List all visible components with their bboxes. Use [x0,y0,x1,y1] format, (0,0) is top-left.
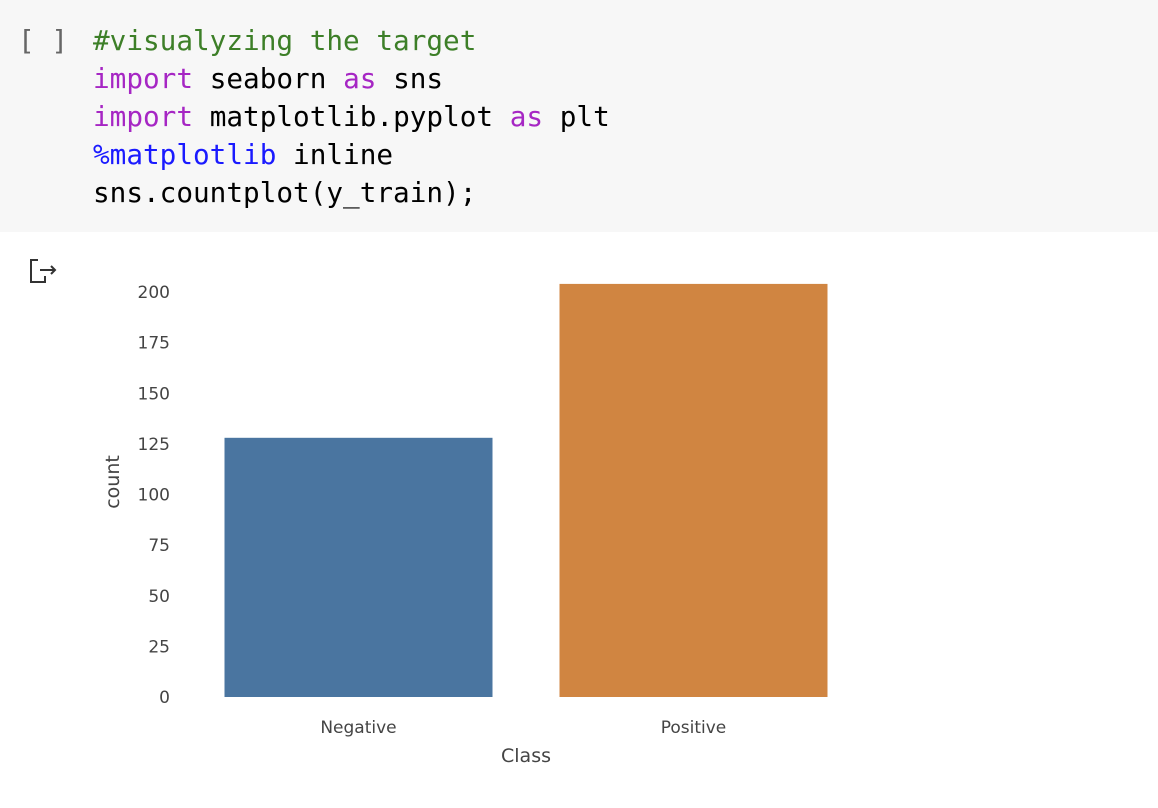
bar [559,283,828,697]
code-line: sns.countplot(y_train); [93,176,476,210]
y-tick-label: 75 [148,536,170,556]
keyword: as [343,62,376,95]
y-tick-label: 200 [138,283,170,303]
code: sns [376,62,443,95]
code: plt [543,100,610,133]
x-tick-label: Positive [661,718,727,738]
keyword: import [93,100,193,133]
code: seaborn [193,62,343,95]
bar [224,437,493,697]
x-axis-label: Class [501,745,551,767]
y-tick-label: 175 [138,334,170,354]
y-tick-label: 125 [138,435,170,455]
keyword: as [510,100,543,133]
y-tick-label: 0 [159,688,170,708]
code: matplotlib.pyplot [193,100,510,133]
run-button[interactable]: [ ] [18,24,68,57]
chart: 0 25 50 75 100 125 150 175 200 Negative Positive Cl… [102,283,828,767]
comment: #visualyzing the target [93,24,476,57]
code: sns.countplot(y_train); [93,176,476,210]
x-tick-label: Negative [320,718,396,738]
code: inline [276,138,393,171]
code-cell [0,0,1158,232]
output-icon[interactable] [30,259,57,283]
code-line: #visualyzing the target [93,24,476,57]
code-line: import matplotlib.pyplot as plt [93,100,610,133]
code-line: %matplotlib inline [93,138,393,171]
keyword: import [93,62,193,95]
magic: %matplotlib [93,138,276,171]
y-tick-label: 150 [138,384,170,404]
y-tick-label: 25 [148,637,170,657]
y-tick-label: 50 [148,587,170,607]
y-tick-label: 100 [138,486,170,506]
code-line: import seaborn as sns [93,62,443,95]
y-axis-label: count [102,455,124,509]
